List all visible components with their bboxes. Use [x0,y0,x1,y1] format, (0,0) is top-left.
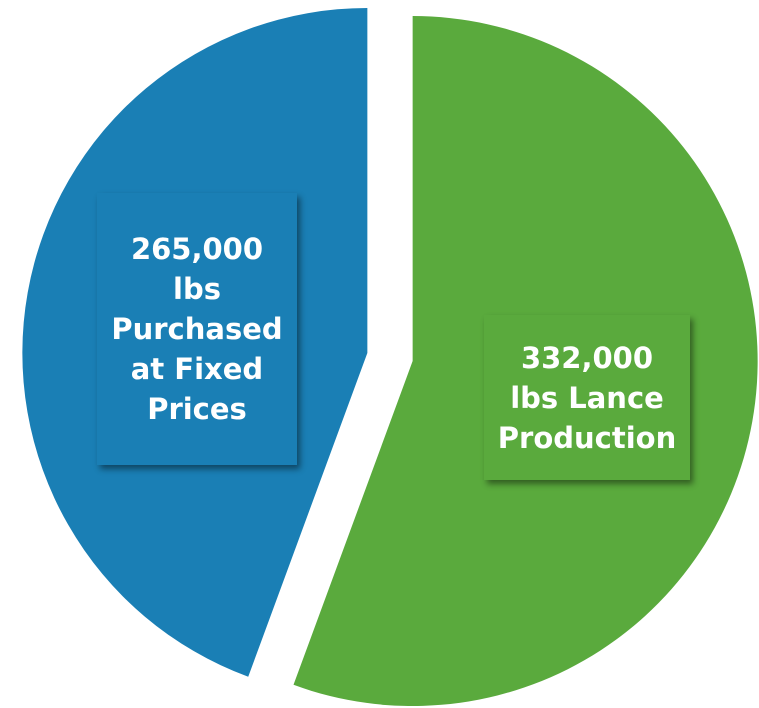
category-label: lbs Lance Production [497,380,677,455]
value-label: 265,000 [130,232,264,266]
value-label: 332,000 [520,340,654,375]
category-label: lbs Purchased at Fixed Prices [111,272,283,426]
data-label: 332,000 lbs Lance Production [484,315,690,480]
data-label: 265,000 lbs Purchased at Fixed Prices [97,193,297,465]
